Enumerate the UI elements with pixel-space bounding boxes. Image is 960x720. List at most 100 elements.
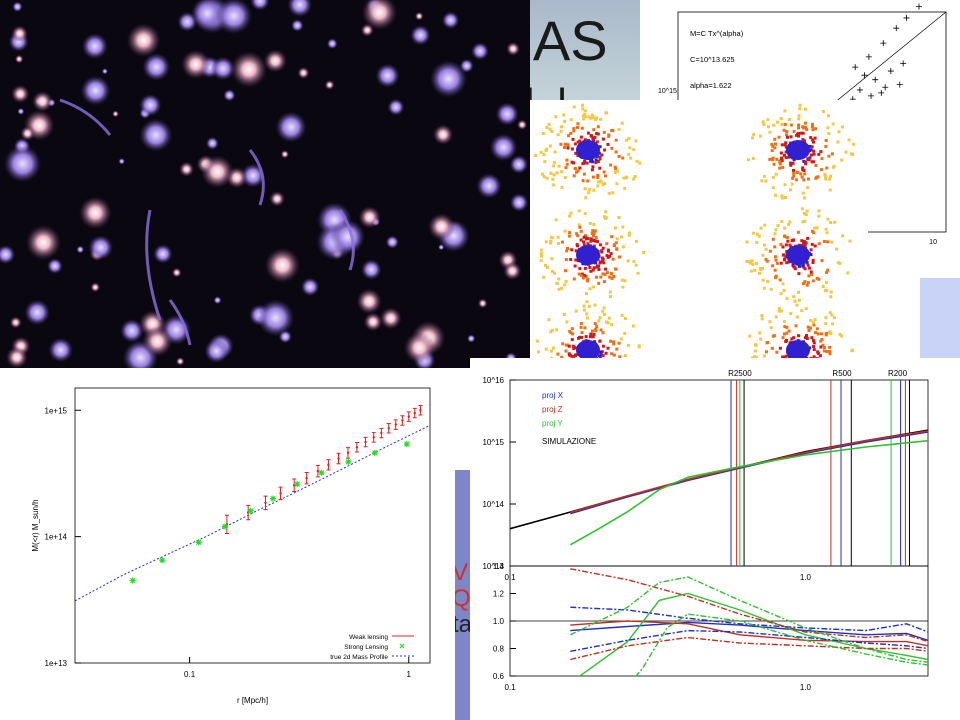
map-pixel: [629, 156, 633, 160]
map-pixel: [608, 275, 612, 279]
map-pixel: [582, 240, 586, 244]
map-pixel: [583, 187, 587, 191]
map-pixel: [771, 237, 775, 241]
map-pixel: [595, 357, 598, 358]
map-pixel: [579, 325, 583, 329]
map-pixel: [638, 161, 642, 165]
weak-lensing-marker: [327, 463, 330, 467]
map-pixel: [808, 266, 811, 270]
map-pixel: [612, 353, 616, 357]
map-pixel: [569, 118, 573, 122]
map-pixel: [562, 313, 566, 316]
map-pixel: [819, 150, 823, 154]
map-pixel: [844, 150, 848, 154]
galaxy: [11, 84, 30, 104]
map-pixel: [810, 145, 814, 149]
map-pixel: [615, 237, 619, 241]
map-pixel: [592, 239, 596, 242]
map-pixel: [601, 257, 605, 261]
map-pixel: [579, 273, 583, 277]
map-pixel: [760, 314, 764, 318]
scatter-point: [861, 72, 868, 79]
map-pixel: [800, 309, 804, 313]
map-pixel: [610, 235, 614, 239]
map-pixel: [841, 234, 845, 238]
strong-lensing-point: [294, 481, 301, 488]
map-core: [786, 140, 810, 160]
map-pixel: [578, 166, 582, 170]
side-text-line: ta: [452, 611, 473, 638]
map-pixel: [610, 272, 613, 276]
map-pixel: [611, 257, 615, 261]
map-pixel: [761, 120, 765, 124]
weak-lensing-marker: [316, 469, 320, 473]
weak-lensing-marker: [407, 415, 410, 418]
map-pixel: [623, 279, 627, 283]
map-pixel: [560, 286, 564, 290]
map-pixel: [544, 263, 547, 267]
map-pixel: [542, 175, 546, 179]
map-pixel: [813, 318, 817, 322]
map-pixel: [802, 159, 806, 163]
galaxy: [230, 51, 268, 88]
map-pixel: [777, 307, 781, 310]
map-pixel: [626, 259, 630, 263]
map-pixel: [612, 243, 616, 247]
map-pixel: [626, 343, 630, 347]
map-pixel: [599, 351, 603, 354]
map-pixel: [766, 341, 769, 344]
map-pixel: [601, 183, 605, 186]
map-pixel: [564, 349, 568, 353]
galaxy: [257, 299, 295, 337]
map-pixel: [790, 337, 794, 341]
map-pixel: [759, 337, 763, 341]
map-pixel: [563, 176, 567, 179]
map-pixel: [563, 283, 567, 287]
map-pixel: [768, 320, 772, 324]
map-pixel: [623, 354, 627, 358]
map-pixel: [565, 249, 569, 253]
map-pixel: [572, 174, 576, 178]
map-pixel: [784, 156, 788, 160]
map-pixel: [598, 339, 602, 343]
map-pixel: [820, 259, 824, 263]
map-core: [576, 245, 600, 265]
map-pixel: [824, 281, 828, 285]
map-pixel: [751, 262, 755, 266]
map-pixel: [778, 166, 782, 170]
map-pixel: [804, 125, 808, 129]
map-pixel: [803, 336, 807, 340]
map-pixel: [595, 275, 598, 279]
map-pixel: [595, 140, 599, 144]
map-pixel: [777, 135, 781, 139]
map-pixel: [829, 290, 833, 294]
map-pixel: [773, 232, 777, 236]
map-pixel: [572, 127, 576, 131]
map-pixel: [605, 254, 609, 258]
scatter-annotation: C=10^13.625: [690, 55, 735, 64]
map-pixel: [589, 134, 593, 137]
map-pixel: [758, 331, 762, 335]
map-pixel: [565, 162, 569, 166]
map-pixel: [570, 248, 574, 252]
map-pixel: [585, 161, 589, 165]
map-pixel: [819, 339, 823, 343]
slide-side-text: V Q ta: [452, 560, 492, 660]
map-pixel: [812, 355, 816, 358]
map-pixel: [811, 261, 815, 264]
galaxy: [467, 334, 476, 343]
map-pixel: [599, 352, 603, 356]
map-pixel: [779, 151, 783, 155]
galaxy: [175, 357, 185, 366]
map-pixel: [537, 350, 541, 354]
map-pixel: [748, 334, 752, 338]
map-pixel: [634, 139, 638, 143]
weak-lensing-marker: [355, 446, 359, 449]
map-pixel: [556, 133, 560, 137]
map-pixel: [539, 150, 543, 154]
map-pixel: [803, 196, 806, 200]
map-pixel: [597, 268, 601, 271]
map-pixel: [785, 130, 789, 133]
map-pixel: [821, 110, 825, 113]
galaxy: [324, 80, 335, 90]
